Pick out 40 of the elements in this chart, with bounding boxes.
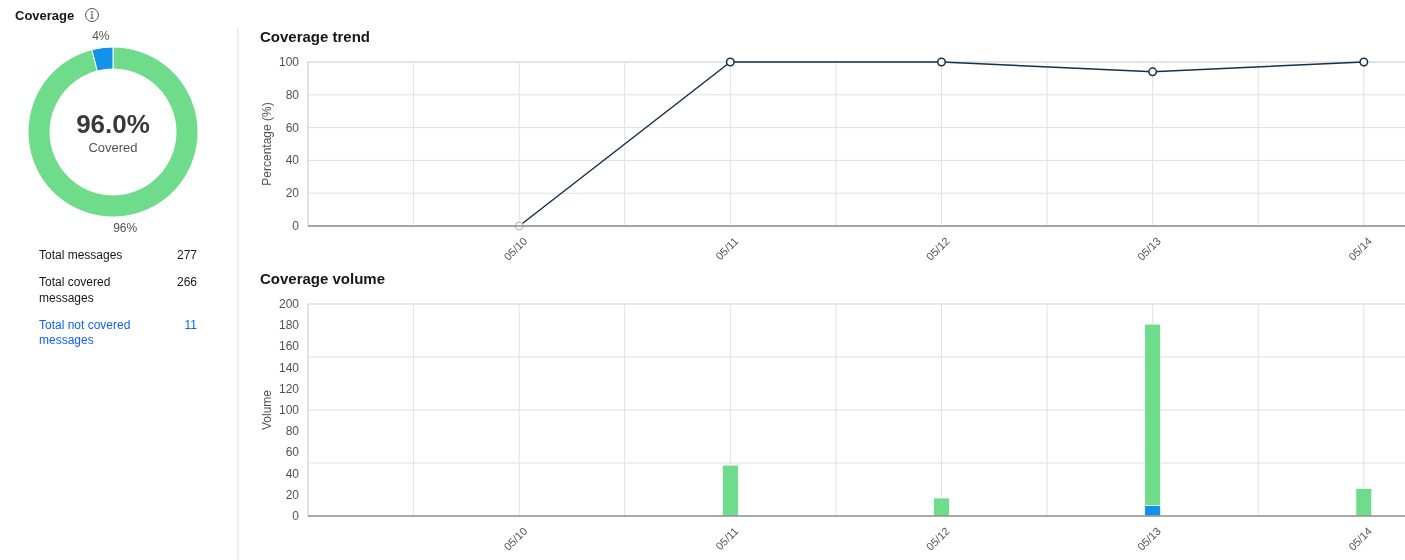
bar <box>1355 488 1373 517</box>
y-tick-label: 160 <box>278 339 300 354</box>
y-tick-label: 120 <box>278 381 300 396</box>
donut-slice <box>27 46 199 218</box>
y-tick-label: 80 <box>285 424 300 439</box>
y-tick-label: 60 <box>285 445 300 460</box>
y-tick-label: 60 <box>285 120 300 135</box>
y-tick-label: 20 <box>285 186 300 201</box>
chart-title: Coverage trend <box>260 28 371 45</box>
bar <box>933 497 950 517</box>
point <box>1148 67 1158 77</box>
y-tick-label: 0 <box>292 219 300 233</box>
data-label: 277 <box>176 248 198 262</box>
data-label: 266 <box>176 275 198 289</box>
y-axis-title: Percentage (%) <box>260 102 274 186</box>
point <box>937 57 946 67</box>
category-label: Total not covered messages <box>39 317 131 347</box>
chart-title: Coverage <box>15 8 75 23</box>
data-label: 4% <box>92 28 110 43</box>
text: 96.0% <box>76 109 150 139</box>
y-tick-label: 40 <box>285 466 300 481</box>
point <box>1359 57 1369 67</box>
y-tick-label: 20 <box>285 487 300 502</box>
y-tick-label: 80 <box>285 87 300 102</box>
category-label: Total covered messages <box>39 275 111 305</box>
y-tick-label: 200 <box>278 297 300 311</box>
data-label: 11 <box>184 317 198 332</box>
y-tick-label: 0 <box>292 509 300 523</box>
y-tick-label: 140 <box>278 360 300 375</box>
chart-title: Coverage volume <box>260 270 386 287</box>
point <box>725 57 735 67</box>
text: Covered <box>88 139 138 155</box>
bar <box>721 464 739 517</box>
y-tick-label: 100 <box>278 55 300 69</box>
data-label: 96% <box>113 221 138 236</box>
y-axis-title: Volume <box>260 389 274 431</box>
y-tick-label: 180 <box>278 318 300 333</box>
category-label: Total messages <box>39 248 123 262</box>
y-tick-label: 100 <box>278 403 300 417</box>
y-tick-label: 40 <box>285 153 300 168</box>
